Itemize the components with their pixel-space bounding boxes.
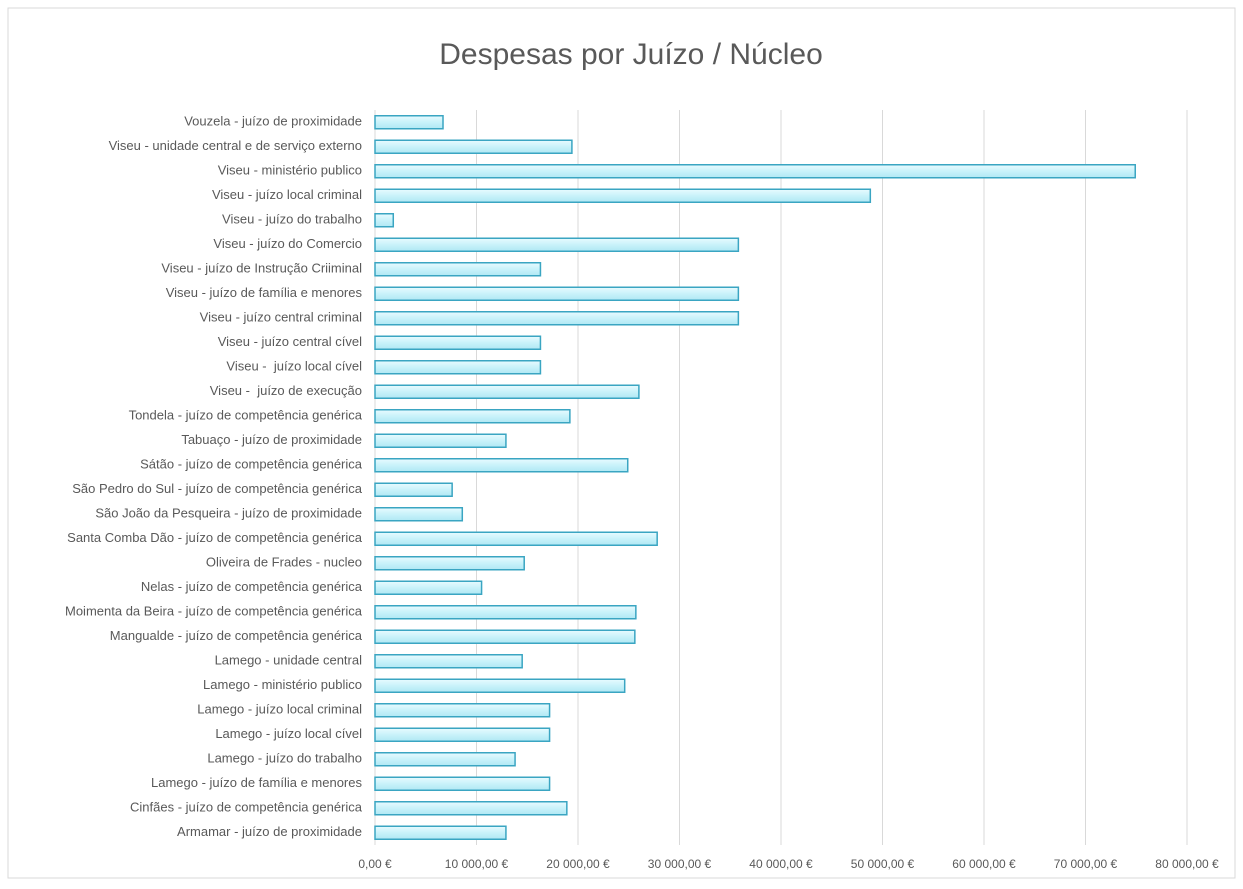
y-tick-label: Nelas - juízo de competência genérica	[141, 579, 363, 594]
x-tick-label: 60 000,00 €	[952, 857, 1016, 871]
bar	[374, 311, 740, 326]
bar	[374, 825, 507, 840]
y-tick-label: Tondela - juízo de competência genérica	[129, 408, 363, 423]
y-tick-label: Viseu - juízo local cível	[226, 359, 362, 374]
y-tick-label: Vouzela - juízo de proximidade	[184, 114, 362, 129]
y-tick-label: Lamego - ministério publico	[203, 677, 362, 692]
y-tick-label: São João da Pesqueira - juízo de proximi…	[95, 506, 362, 521]
bar	[374, 580, 483, 595]
bar	[374, 531, 658, 546]
y-tick-label: Tabuaço - juízo de proximidade	[181, 432, 362, 447]
chart-border	[7, 7, 1236, 879]
y-tick-label: Lamego - juízo de família e menores	[151, 775, 362, 790]
bar	[374, 703, 551, 718]
bar	[374, 164, 1136, 179]
x-tick-label: 30 000,00 €	[648, 857, 712, 871]
y-tick-label: Viseu - juízo do trabalho	[222, 212, 362, 227]
y-tick-label: Lamego - unidade central	[215, 653, 363, 668]
y-tick-label: Cinfães - juízo de competência genérica	[130, 800, 363, 815]
y-tick-label: Sátão - juízo de competência genérica	[140, 457, 363, 472]
bar	[374, 801, 568, 816]
y-tick-label: Viseu - juízo local criminal	[212, 187, 362, 202]
x-tick-label: 40 000,00 €	[749, 857, 813, 871]
x-tick-label: 20 000,00 €	[546, 857, 610, 871]
y-tick-label: Viseu - ministério publico	[218, 163, 362, 178]
bar	[374, 629, 636, 644]
bar	[374, 433, 507, 448]
y-tick-label: São Pedro do Sul - juízo de competência …	[72, 481, 363, 496]
bar	[374, 286, 740, 301]
y-tick-label: Armamar - juízo de proximidade	[177, 824, 362, 839]
bar	[374, 188, 872, 203]
y-tick-label: Viseu - unidade central e de serviço ext…	[109, 138, 362, 153]
bar	[374, 409, 571, 424]
y-tick-label: Viseu - juízo de Instrução Criiminal	[161, 261, 362, 276]
y-tick-label: Viseu - juízo central cível	[218, 334, 362, 349]
bar	[374, 139, 573, 154]
bar	[374, 654, 523, 669]
x-tick-label: 50 000,00 €	[851, 857, 915, 871]
y-tick-label: Moimenta da Beira - juízo de competência…	[65, 604, 363, 619]
bar	[374, 335, 542, 350]
x-tick-label: 10 000,00 €	[445, 857, 509, 871]
y-tick-label: Mangualde - juízo de competência genéric…	[110, 628, 363, 643]
bar	[374, 262, 542, 277]
chart-title: Despesas por Juízo / Núcleo	[439, 38, 823, 71]
bar	[374, 752, 516, 767]
bar	[374, 384, 640, 399]
y-tick-label: Lamego - juízo do trabalho	[207, 751, 362, 766]
bar	[374, 605, 637, 620]
y-tick-label: Viseu - juízo central criminal	[200, 310, 362, 325]
y-tick-label: Viseu - juízo do Comercio	[213, 236, 362, 251]
y-tick-label: Oliveira de Frades - nucleo	[206, 555, 362, 570]
bar	[374, 678, 626, 693]
bar	[374, 482, 453, 497]
bar	[374, 776, 551, 791]
bar	[374, 727, 551, 742]
bar	[374, 507, 464, 522]
y-tick-label: Santa Comba Dão - juízo de competência g…	[67, 530, 363, 545]
bar	[374, 115, 444, 130]
x-tick-label: 70 000,00 €	[1054, 857, 1118, 871]
bar	[374, 458, 629, 473]
bar	[374, 360, 542, 375]
y-tick-label: Lamego - juízo local criminal	[197, 702, 362, 717]
y-tick-label: Lamego - juízo local cível	[215, 726, 362, 741]
y-tick-label: Viseu - juízo de execução	[210, 383, 362, 398]
x-tick-label: 0,00 €	[358, 857, 392, 871]
y-tick-label: Viseu - juízo de família e menores	[166, 285, 363, 300]
bar	[374, 237, 740, 252]
x-tick-label: 80 000,00 €	[1155, 857, 1219, 871]
bar	[374, 556, 525, 571]
bar	[374, 213, 395, 228]
